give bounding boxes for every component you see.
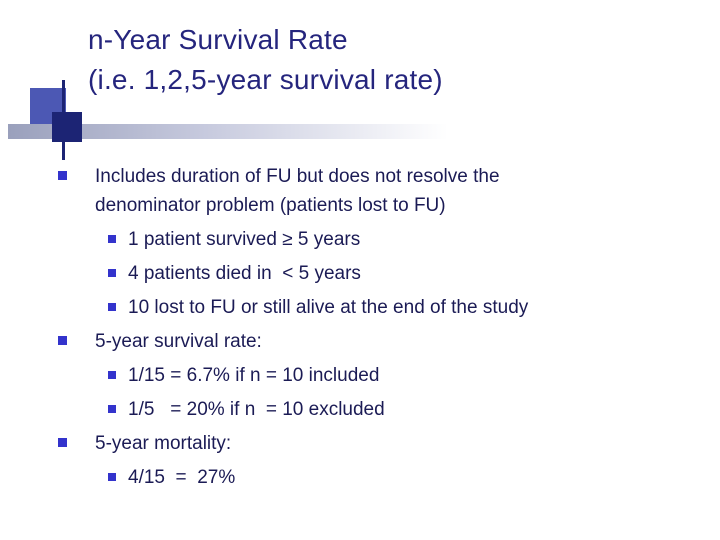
bullet-item: 5-year mortality: bbox=[58, 429, 610, 458]
slide-title-line1: n-Year Survival Rate bbox=[88, 24, 348, 55]
bullet-item-text: 4 patients died in < 5 years bbox=[128, 263, 361, 284]
bullet-square-icon bbox=[108, 371, 116, 379]
bullet-item-text: 5-year survival rate: bbox=[95, 331, 262, 352]
bullet-square-icon bbox=[58, 336, 67, 345]
bullet-item-text: 1 patient survived ≥ 5 years bbox=[128, 229, 361, 250]
bullet-item: 10 lost to FU or still alive at the end … bbox=[58, 293, 610, 322]
slide-title-line2: (i.e. 1,2,5-year survival rate) bbox=[88, 64, 443, 95]
bullet-square-icon bbox=[108, 235, 116, 243]
bullet-square-icon bbox=[58, 171, 67, 180]
bullet-item: 4 patients died in < 5 years bbox=[58, 259, 610, 288]
bullet-square-icon bbox=[108, 405, 116, 413]
bullet-item: 1/5 = 20% if n = 10 excluded bbox=[58, 395, 610, 424]
bullet-item-text: 1/15 = 6.7% if n = 10 included bbox=[128, 365, 380, 386]
bullet-item-text: 1/5 = 20% if n = 10 excluded bbox=[128, 399, 385, 420]
bullet-item: 4/15 = 27% bbox=[58, 463, 610, 492]
bullet-square-icon bbox=[108, 303, 116, 311]
bullet-square-icon bbox=[108, 473, 116, 481]
navy-square-decoration bbox=[52, 112, 82, 142]
bullet-item-text: 5-year mortality: bbox=[95, 433, 232, 454]
bullet-square-icon bbox=[108, 269, 116, 277]
bullet-item: 5-year survival rate: bbox=[58, 327, 610, 356]
bullet-item: 1 patient survived ≥ 5 years bbox=[58, 225, 610, 254]
slide-body: Includes duration of FU but does not res… bbox=[58, 162, 610, 497]
slide-title: n-Year Survival Rate (i.e. 1,2,5-year su… bbox=[88, 20, 688, 100]
bullet-square-icon bbox=[58, 438, 67, 447]
bullet-item-text: Includes duration of FU but does not res… bbox=[95, 166, 505, 216]
gradient-bar-decoration bbox=[8, 124, 448, 139]
bullet-item: 1/15 = 6.7% if n = 10 included bbox=[58, 361, 610, 390]
bullet-item-text: 10 lost to FU or still alive at the end … bbox=[128, 297, 529, 318]
bullet-item: Includes duration of FU but does not res… bbox=[58, 162, 610, 220]
bullet-item-text: 4/15 = 27% bbox=[128, 467, 236, 488]
vertical-line-decoration bbox=[62, 80, 65, 160]
